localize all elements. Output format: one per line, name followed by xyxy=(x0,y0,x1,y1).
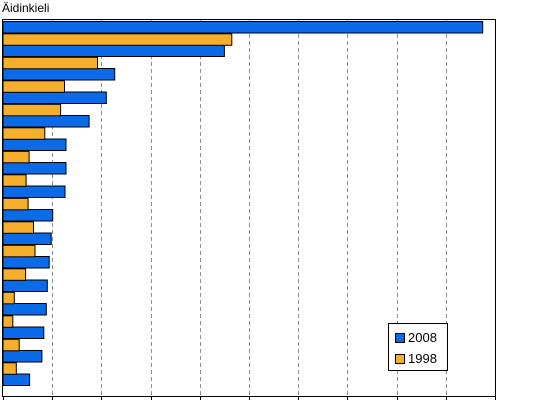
bar-1998-14 xyxy=(2,338,20,352)
frame-layer xyxy=(2,19,496,400)
bar-2008-16 xyxy=(2,373,31,386)
chart-title: Äidinkieli xyxy=(2,1,50,15)
bar-2008-10 xyxy=(2,232,52,245)
bars-layer xyxy=(2,21,484,386)
bar-2008-15 xyxy=(2,350,43,363)
bar-1998-11 xyxy=(2,268,27,281)
chart-legend: 2008 1998 xyxy=(388,323,448,371)
bar-1998-5 xyxy=(2,127,46,140)
bar-2008-3 xyxy=(2,68,116,81)
bar-2008-2 xyxy=(2,44,225,57)
legend-item-1998: 1998 xyxy=(395,351,447,366)
bar-2008-11 xyxy=(2,256,50,269)
legend-label-1998: 1998 xyxy=(408,351,437,366)
bar-1998-9 xyxy=(2,221,34,234)
legend-item-2008: 2008 xyxy=(395,330,447,345)
bar-1998-13 xyxy=(2,315,14,328)
bar-2008-1 xyxy=(2,21,484,34)
bar-1998-15 xyxy=(2,362,17,375)
legend-swatch-1998 xyxy=(395,354,405,364)
bar-2008-7 xyxy=(2,162,67,175)
legend-swatch-2008 xyxy=(395,333,405,343)
bar-2008-9 xyxy=(2,209,54,222)
bar-1998-6 xyxy=(2,150,30,164)
bar-1998-1 xyxy=(2,33,233,46)
bar-1998-3 xyxy=(2,80,65,93)
bar-2008-6 xyxy=(2,138,67,151)
bar-1998-2 xyxy=(2,56,98,70)
bar-2008-13 xyxy=(2,303,47,316)
bar-2008-4 xyxy=(2,91,107,104)
bar-1998-4 xyxy=(2,103,62,117)
bar-2008-12 xyxy=(2,279,48,292)
bar-1998-10 xyxy=(2,244,36,258)
bar-2008-5 xyxy=(2,115,90,128)
bar-1998-12 xyxy=(2,291,15,305)
bar-2008-8 xyxy=(2,185,66,198)
bar-1998-7 xyxy=(2,174,27,187)
bar-2008-14 xyxy=(2,326,45,339)
bar-1998-8 xyxy=(2,197,29,211)
legend-label-2008: 2008 xyxy=(408,330,437,345)
